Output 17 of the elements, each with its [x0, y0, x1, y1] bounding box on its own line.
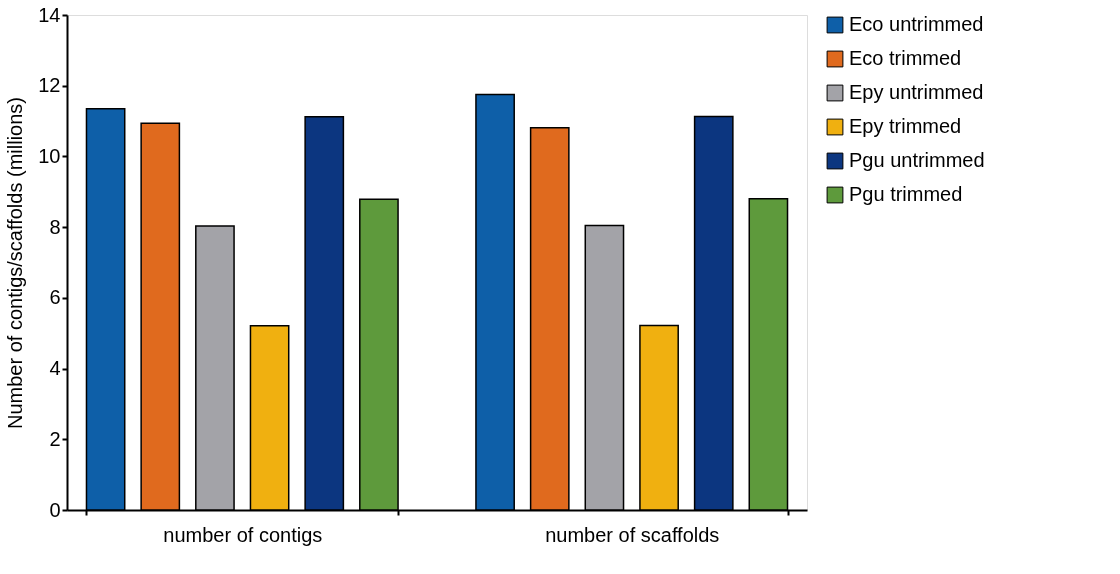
- y-tick-label: 8: [49, 215, 61, 238]
- legend-label: Pgu untrimmed: [849, 149, 985, 171]
- y-tick-label: 14: [38, 3, 61, 26]
- x-tick-label: number of contigs: [163, 523, 323, 546]
- y-tick-label: 0: [49, 498, 61, 521]
- y-tick-label: 2: [49, 427, 61, 450]
- y-tick-label: 4: [49, 357, 61, 380]
- legend-label: Epy untrimmed: [849, 81, 984, 103]
- legend-label: Pgu trimmed: [849, 183, 963, 205]
- y-axis-title: Number of contigs/scaffolds (millions): [4, 97, 27, 429]
- x-tick-label: number of scaffolds: [545, 523, 720, 546]
- y-tick-label: 10: [38, 144, 61, 167]
- y-tick-label: 6: [49, 286, 61, 309]
- y-tick-label: 12: [38, 74, 61, 97]
- legend-label: Epy trimmed: [849, 115, 962, 137]
- legend-label: Eco untrimmed: [849, 13, 984, 35]
- legend-label: Eco trimmed: [849, 47, 962, 69]
